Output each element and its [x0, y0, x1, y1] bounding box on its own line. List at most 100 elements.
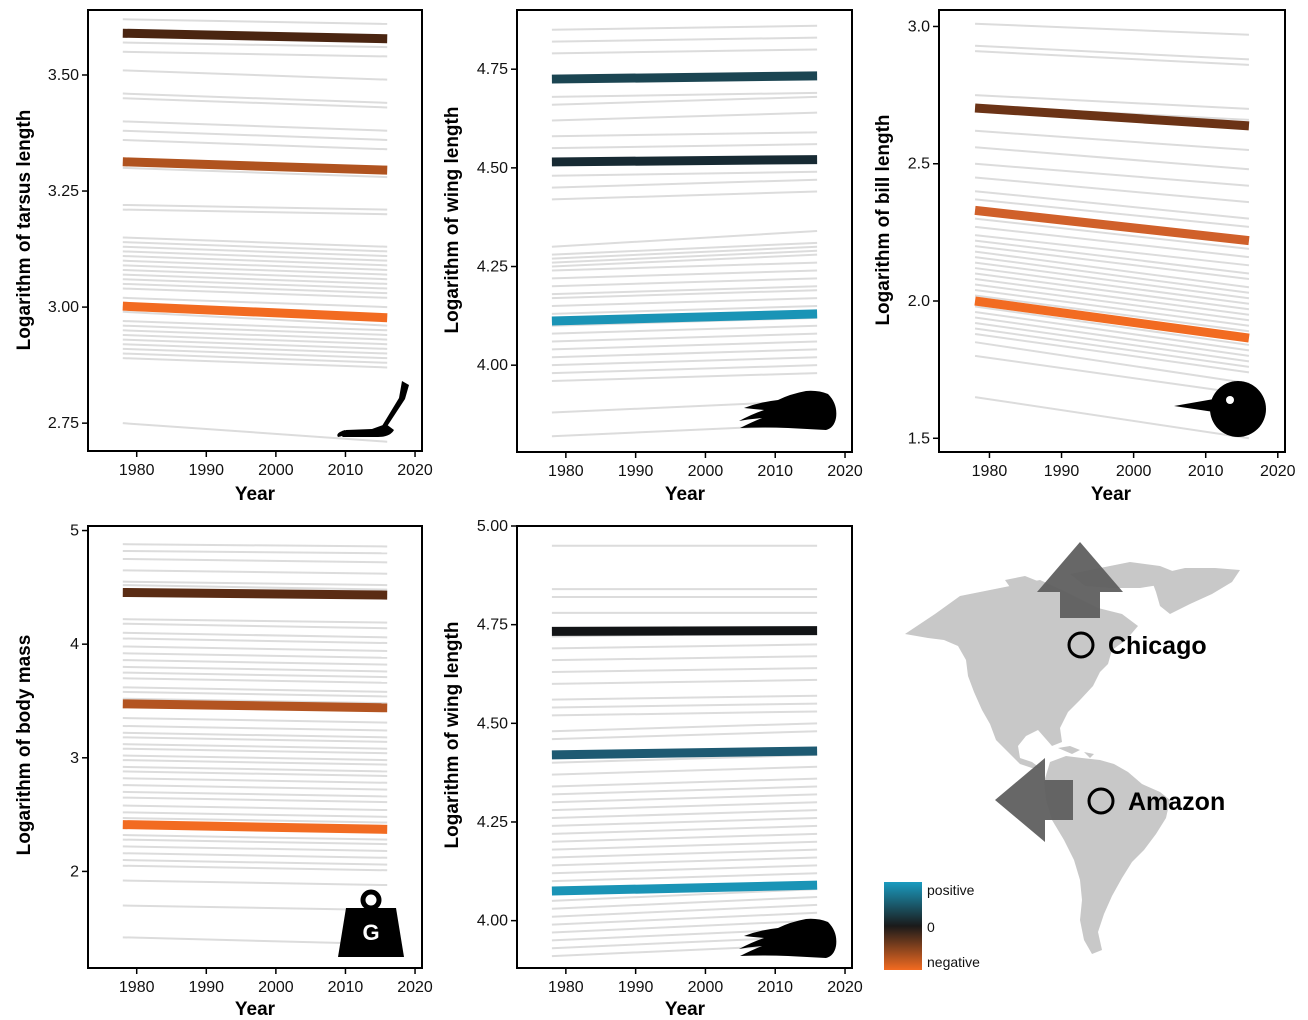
background-lines	[122, 543, 388, 946]
highlight-series-line	[974, 103, 1250, 131]
background-series-line	[551, 872, 818, 883]
highlight-lines	[551, 626, 818, 896]
highlight-series-line	[122, 157, 388, 175]
background-series-line	[122, 264, 388, 276]
background-series-line	[974, 327, 1250, 368]
background-series-line	[974, 44, 1250, 61]
y-tick-label: 4.75	[477, 617, 508, 634]
highlight-series-line	[551, 155, 818, 167]
y-tick-label: 3.25	[48, 183, 79, 200]
background-series-line	[551, 801, 818, 812]
y-tick-label: 4.25	[477, 814, 508, 831]
background-series-line	[551, 364, 818, 375]
background-series-line	[551, 324, 818, 335]
background-series-line	[551, 348, 818, 359]
background-series-line	[122, 310, 388, 327]
background-series-line	[551, 332, 818, 343]
background-series-line	[122, 296, 388, 309]
x-tick-label: 2020	[827, 979, 863, 996]
background-series-line	[974, 272, 1250, 311]
background-lines	[122, 18, 388, 443]
background-series-line	[551, 190, 818, 201]
background-series-line	[122, 731, 388, 739]
x-tick-label: 2010	[328, 979, 364, 996]
background-series-line	[122, 697, 388, 705]
background-series-line	[122, 268, 388, 281]
y-axis-title: Logarithm of tarsus length	[14, 110, 35, 351]
background-series-line	[122, 241, 388, 253]
background-series-line	[122, 203, 388, 211]
x-tick-label: 2020	[827, 463, 863, 480]
background-series-line	[551, 919, 818, 934]
background-series-line	[122, 784, 388, 791]
highlight-series-line	[122, 28, 388, 44]
chicago-marker	[1067, 631, 1095, 659]
x-tick-label: 1990	[1044, 463, 1080, 480]
x-tick-label: 1980	[119, 462, 155, 479]
westward-arrow-icon	[995, 758, 1073, 842]
background-series-line	[551, 785, 818, 796]
background-series-line	[551, 903, 818, 918]
background-series-line	[551, 840, 818, 851]
background-series-line	[551, 702, 818, 709]
x-axis-title: Year	[665, 484, 706, 505]
background-series-line	[551, 277, 818, 288]
background-series-line	[551, 694, 818, 701]
background-series-line	[122, 879, 388, 887]
background-series-line	[122, 652, 388, 659]
background-series-line	[122, 282, 388, 295]
background-series-line	[974, 162, 1250, 187]
highlight-series-line	[551, 626, 818, 636]
background-series-line	[551, 864, 818, 875]
y-tick-label: 4.75	[477, 61, 508, 78]
panel-wing-chart-bottom: 1980 1990 2000 2010 2020 4.00 4.25 4.50 4.75 5.00…	[442, 518, 863, 1020]
x-tick-label: 2010	[757, 463, 793, 480]
background-series-line	[122, 834, 388, 841]
background-series-line	[974, 245, 1250, 281]
x-tick-label: 2000	[688, 463, 724, 480]
highlight-series-line	[974, 205, 1250, 246]
highlight-series-line	[551, 309, 818, 326]
background-series-line	[122, 677, 388, 684]
plot-frame	[938, 9, 1286, 453]
background-series-line	[551, 356, 818, 367]
background-series-line	[974, 289, 1250, 327]
x-axis-title: Year	[1091, 484, 1132, 505]
x-axis-title: Year	[665, 999, 706, 1020]
highlight-lines	[122, 28, 388, 323]
y-tick-label: 4.25	[477, 259, 508, 276]
background-series-line	[974, 239, 1250, 275]
background-series-line	[551, 131, 818, 138]
y-tick-label: 4	[70, 636, 79, 653]
highlight-lines	[122, 587, 388, 834]
background-series-line	[122, 320, 388, 332]
background-series-line	[122, 904, 388, 912]
background-series-line	[551, 253, 818, 268]
foot-icon	[337, 381, 409, 437]
background-series-line	[122, 549, 388, 555]
background-series-line	[974, 50, 1250, 66]
bird-head-icon	[1174, 381, 1266, 437]
background-series-line	[122, 422, 388, 443]
x-tick-label: 2000	[258, 462, 294, 479]
y-tick-label: 3	[70, 750, 79, 767]
northward-arrow-icon	[1037, 542, 1123, 618]
background-series-line	[122, 352, 388, 364]
background-series-line	[551, 809, 818, 820]
background-lines	[974, 22, 1250, 440]
background-series-line	[551, 249, 818, 264]
background-series-line	[551, 643, 818, 650]
legend-color-bar	[884, 882, 922, 970]
y-tick-label: 4.00	[477, 357, 508, 374]
background-series-line	[551, 765, 818, 776]
background-series-line	[122, 736, 388, 743]
background-series-line	[122, 69, 388, 81]
background-series-line	[551, 285, 818, 296]
background-series-line	[122, 569, 388, 575]
background-series-line	[122, 129, 388, 141]
background-series-line	[122, 333, 388, 346]
background-series-line	[122, 166, 388, 179]
background-series-line	[551, 269, 818, 280]
x-tick-label: 2010	[1188, 463, 1224, 480]
background-series-line	[122, 618, 388, 624]
